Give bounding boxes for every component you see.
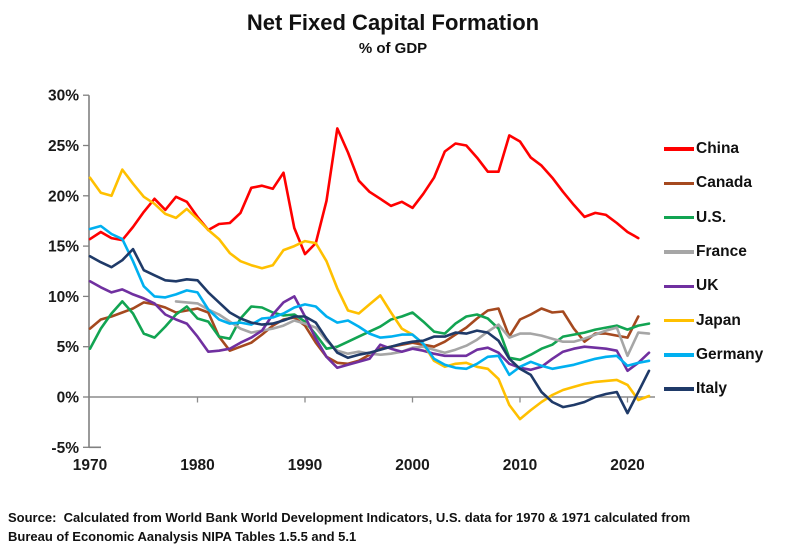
legend-swatch-france [664, 250, 694, 254]
source-note-line1: Source: Calculated from World Bank World… [8, 510, 691, 525]
legend-swatch-italy [664, 387, 694, 391]
legend-swatch-germany [664, 353, 694, 357]
legend-label: Canada [696, 174, 752, 192]
legend: China Canada U.S. France UK Japan German… [664, 132, 763, 406]
x-tick-label: 2000 [395, 457, 429, 474]
y-tick-label: -5% [51, 440, 79, 457]
legend-label: Japan [696, 311, 741, 329]
y-tick-label: 10% [48, 289, 79, 306]
y-tick-label: 0% [57, 390, 80, 407]
y-tick-label: 15% [48, 239, 79, 256]
series-line-germany [88, 224, 651, 377]
y-tick-label: 30% [48, 88, 79, 105]
legend-label: UK [696, 277, 719, 295]
legend-label: China [696, 140, 740, 158]
source-note-line2: Bureau of Economic Aanalysis NIPA Tables… [8, 529, 357, 544]
legend-swatch-us [664, 215, 694, 220]
series-line-china [88, 127, 640, 256]
legend-label: Germany [696, 345, 764, 363]
legend-item-china: China [664, 132, 763, 166]
y-tick-label: 25% [48, 138, 79, 155]
legend-item-japan: Japan [664, 303, 763, 337]
legend-item-italy: Italy [664, 372, 763, 406]
legend-item-canada: Canada [664, 166, 763, 200]
y-tick-label: 20% [48, 188, 79, 205]
legend-item-germany: Germany [664, 338, 763, 372]
legend-label: France [696, 243, 747, 261]
legend-item-us: U.S. [664, 201, 763, 235]
legend-label: Italy [696, 380, 728, 398]
legend-label: U.S. [696, 208, 727, 226]
legend-swatch-uk [664, 284, 694, 289]
chart-title: Net Fixed Capital Formation [246, 10, 540, 35]
series-line-us [88, 300, 651, 362]
series-line-japan [88, 168, 651, 421]
y-tick-label: 5% [57, 339, 80, 356]
legend-swatch-china [664, 147, 694, 151]
x-tick-label: 2020 [610, 457, 644, 474]
x-tick-label: 1980 [180, 457, 214, 474]
legend-item-france: France [664, 235, 763, 269]
x-tick-label: 1970 [73, 457, 107, 474]
legend-swatch-canada [664, 181, 694, 186]
chart-subtitle: % of GDP [358, 40, 428, 57]
series-line-italy [88, 247, 651, 415]
series-line-uk [88, 279, 651, 373]
x-tick-label: 2010 [503, 457, 537, 474]
legend-swatch-japan [664, 318, 694, 323]
x-tick-label: 1990 [288, 457, 322, 474]
legend-item-uk: UK [664, 269, 763, 303]
